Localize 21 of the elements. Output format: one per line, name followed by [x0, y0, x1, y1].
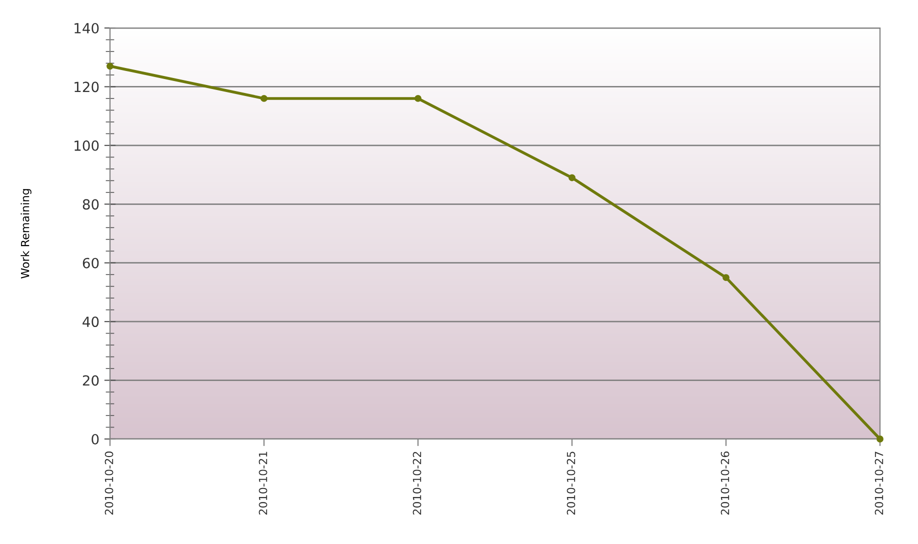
- y-tick-label: 60: [82, 258, 99, 268]
- point: [106, 62, 114, 70]
- point: [414, 94, 422, 102]
- y-tick-label: 0: [92, 434, 99, 444]
- y-tick-label: 20: [82, 375, 99, 386]
- y-tick-label: 140: [74, 22, 99, 34]
- point: [568, 174, 576, 182]
- y-tick-label: 40: [82, 316, 99, 328]
- x-tick-label: 2010-10-26: [720, 452, 730, 515]
- x-tick-label: 2010-10-21: [258, 452, 268, 515]
- y-axis-title: Work Remaining: [20, 189, 32, 278]
- point: [722, 274, 730, 282]
- y-tick-label: 80: [82, 199, 99, 210]
- x-tick-label: 2010-10-22: [412, 452, 422, 515]
- point: [260, 94, 268, 102]
- x-tick-label: 2010-10-25: [566, 452, 576, 515]
- point: [876, 436, 884, 442]
- x-tick-label: 2010-10-27: [874, 452, 884, 515]
- x-tick-label: 2010-10-20: [104, 452, 114, 515]
- y-tick-label: 120: [74, 82, 99, 92]
- y-tick-label: 100: [74, 140, 99, 151]
